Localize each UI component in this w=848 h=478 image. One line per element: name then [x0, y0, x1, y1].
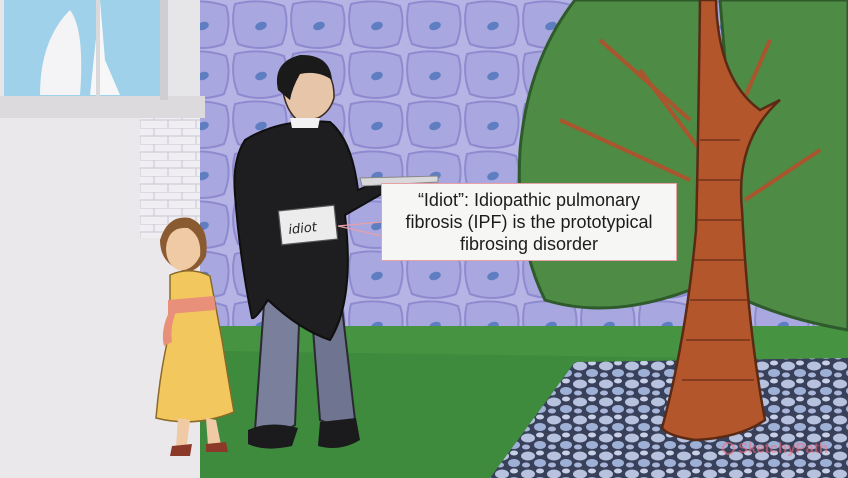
- idiot-tag: idiot: [277, 204, 339, 246]
- girl-figure: [155, 217, 235, 456]
- idiot-tag-text: idiot: [288, 220, 319, 238]
- watermark: SketchyPath: [722, 440, 828, 457]
- tree-foliage-left: [517, 0, 707, 310]
- watermark-text: SketchyPath: [738, 440, 829, 457]
- watermark-logo-icon: [722, 442, 735, 455]
- caption-text: “Idiot”: Idiopathic pulmonary fibrosis (…: [405, 190, 653, 254]
- caption-callout: “Idiot”: Idiopathic pulmonary fibrosis (…: [381, 183, 677, 261]
